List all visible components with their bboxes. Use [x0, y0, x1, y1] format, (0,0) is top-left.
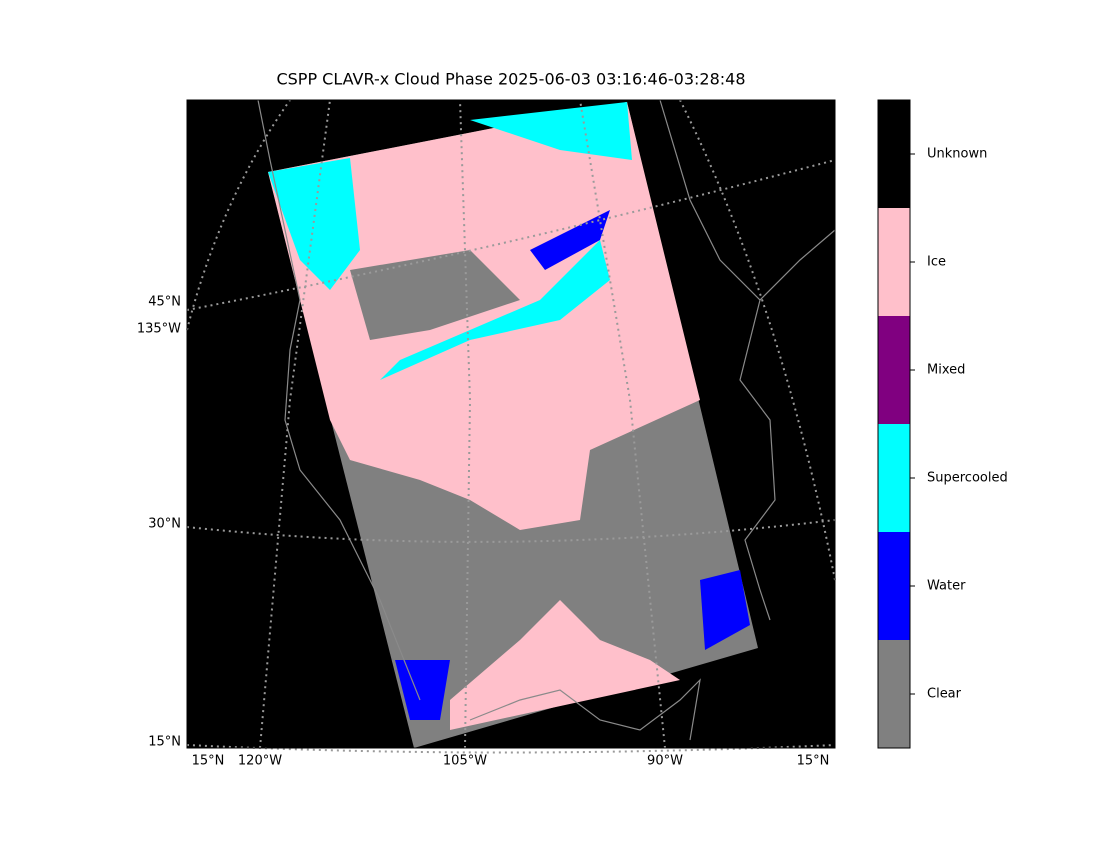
lon-label: 120°W	[238, 754, 282, 769]
graticule	[259, 99, 331, 749]
swath-supercooled-north	[470, 102, 632, 160]
graticule	[186, 519, 836, 543]
swath-ice	[268, 102, 700, 530]
colorbar-segment	[878, 208, 910, 316]
lon-label: 15°N	[192, 754, 225, 769]
colorbar-segment	[878, 316, 910, 424]
colorbar-segment	[878, 532, 910, 640]
colorbar-label: Unknown	[927, 147, 987, 162]
colorbar: Unknown Ice Mixed Supercooled Water Clear	[877, 99, 1008, 749]
swath-water	[530, 210, 610, 270]
graticule	[579, 99, 666, 749]
lat-label: 15°N	[148, 735, 181, 750]
lat-label: 30°N	[148, 517, 181, 532]
map-frame	[186, 99, 836, 749]
lon-label: 105°W	[443, 754, 487, 769]
swath-ice-south	[450, 600, 680, 730]
lat-label: 135°W	[137, 322, 181, 337]
graticule	[186, 99, 291, 331]
colorbar-label: Clear	[927, 687, 962, 702]
swath-clear-north	[350, 250, 520, 340]
lat-label: 45°N	[148, 295, 181, 310]
coastline-east	[659, 99, 836, 621]
graticule	[186, 744, 836, 754]
map	[186, 99, 836, 754]
map-labels: 45°N 135°W 30°N 15°N 15°N 120°W 105°W 90°W 15°N	[137, 295, 830, 769]
coastline-west	[257, 99, 421, 701]
graticule	[459, 99, 472, 749]
colorbar-segment	[878, 424, 910, 532]
colorbar-label: Mixed	[927, 363, 965, 378]
graticule	[186, 159, 836, 311]
colorbar-label: Ice	[927, 255, 946, 270]
colorbar-segment	[878, 100, 910, 208]
swath-water-south	[395, 660, 450, 720]
swath-supercooled	[268, 158, 360, 290]
map-title: CSPP CLAVR-x Cloud Phase 2025-06-03 03:1…	[276, 70, 745, 89]
swath-supercooled-mid	[380, 240, 610, 380]
swath-water-east	[700, 570, 750, 650]
lon-label: 15°N	[797, 754, 830, 769]
colorbar-label: Water	[927, 579, 966, 594]
coastline-gulf	[469, 678, 701, 741]
lon-label: 90°W	[647, 754, 683, 769]
colorbar-segment	[878, 640, 910, 748]
colorbar-label: Supercooled	[927, 471, 1008, 486]
colorbar-frame	[877, 99, 911, 749]
